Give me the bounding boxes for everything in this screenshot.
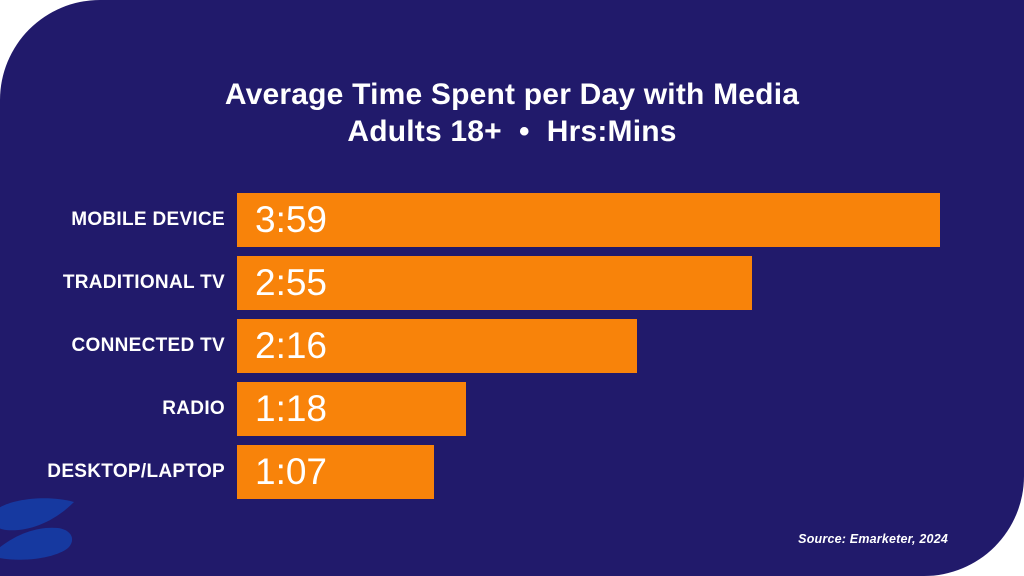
bar-track: 1:07 [237, 445, 940, 499]
category-label: CONNECTED TV [71, 335, 225, 356]
s-logo-icon [0, 498, 74, 560]
bar-track: 3:59 [237, 193, 940, 247]
bar-value-label: 3:59 [255, 199, 328, 240]
bar: 2:16 [237, 319, 638, 373]
category-label: DESKTOP/LAPTOP [47, 461, 225, 482]
category-label: MOBILE DEVICE [71, 209, 225, 230]
bar-value-label: 1:07 [255, 451, 328, 492]
source-note: Source: Emarketer, 2024 [798, 532, 948, 546]
chart-subtitle: Adults 18+ • Hrs:Mins [347, 115, 677, 148]
category-label: RADIO [162, 398, 225, 419]
bar-track: 1:18 [237, 382, 940, 436]
category-label: TRADITIONAL TV [62, 272, 225, 293]
chart-title: Average Time Spent per Day with Media [224, 78, 800, 111]
bar: 1:07 [237, 445, 435, 499]
bar-track: 2:16 [237, 319, 940, 373]
bar-row: MOBILE DEVICE 3:59 [0, 193, 1024, 247]
title-block: Average Time Spent per Day with Media Ad… [0, 0, 1024, 150]
bar-row: DESKTOP/LAPTOP 1:07 [0, 445, 1024, 499]
bar-value-label: 2:55 [255, 262, 328, 303]
bar-value-label: 1:18 [255, 388, 328, 429]
bar: 2:55 [237, 256, 752, 310]
bar-value-label: 2:16 [255, 325, 328, 366]
bar: 1:18 [237, 382, 467, 436]
bar-track: 2:55 [237, 256, 940, 310]
bar: 3:59 [237, 193, 940, 247]
bar-row: TRADITIONAL TV 2:55 [0, 256, 1024, 310]
bar-row: CONNECTED TV 2:16 [0, 319, 1024, 373]
bar-rows: MOBILE DEVICE 3:59 TRADITIONAL TV 2:55 CONNE… [0, 193, 1024, 508]
bar-row: RADIO 1:18 [0, 382, 1024, 436]
